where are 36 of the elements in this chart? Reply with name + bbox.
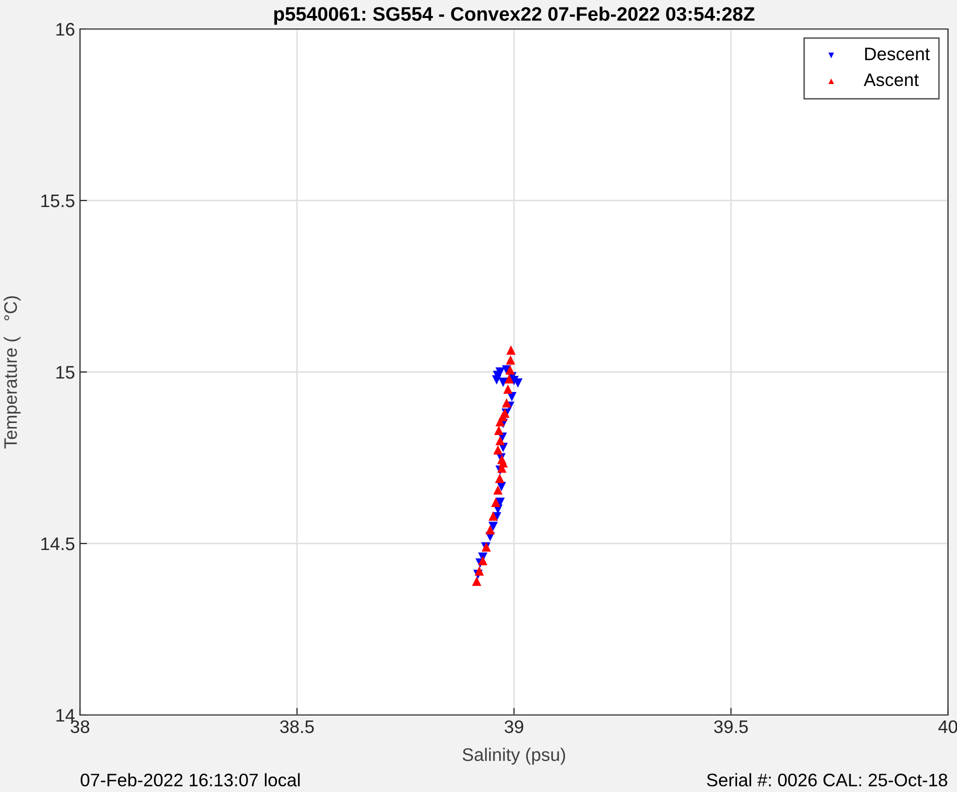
point (498, 378, 508, 387)
point (472, 576, 482, 586)
point (488, 511, 498, 521)
y-tick-label: 16 (56, 22, 74, 36)
point (495, 474, 504, 483)
point (502, 398, 512, 408)
point (504, 374, 514, 384)
point (503, 384, 513, 394)
y-axis-title: Temperature ( °C) (4, 296, 21, 448)
legend-label: Ascent (864, 74, 919, 86)
point (485, 525, 495, 534)
point (491, 498, 500, 507)
x-axis-title: Salinity (psu) (462, 748, 566, 765)
x-tick-label: 39.5 (714, 720, 748, 734)
x-tick-label: 38.5 (280, 720, 314, 734)
x-tick-label: 40 (938, 720, 957, 734)
point (493, 485, 503, 495)
point (495, 436, 505, 446)
legend-label: Descent (865, 48, 930, 60)
point (478, 556, 488, 566)
point (493, 445, 503, 455)
point (474, 566, 484, 576)
y-tick-label: 15 (56, 366, 74, 379)
x-tick-label: 39 (504, 720, 524, 734)
chart-title: p5540061: SG554 - Convex22 07-Feb-2022 03:54:28Z (274, 6, 754, 25)
point (505, 365, 515, 375)
point (494, 426, 504, 435)
text: 07-Feb-2022 16:13:07 local (80, 773, 300, 786)
y-tick-label: 14.5 (41, 538, 74, 550)
text: Serial #: 0026 CAL: 25-Oct-18 (706, 773, 948, 786)
y-tick-label: 14 (56, 709, 75, 722)
x-tick-label: 38 (70, 720, 90, 734)
y-tick-label: 15.5 (41, 194, 74, 208)
point (488, 522, 498, 532)
point (506, 345, 516, 355)
point (506, 355, 516, 365)
